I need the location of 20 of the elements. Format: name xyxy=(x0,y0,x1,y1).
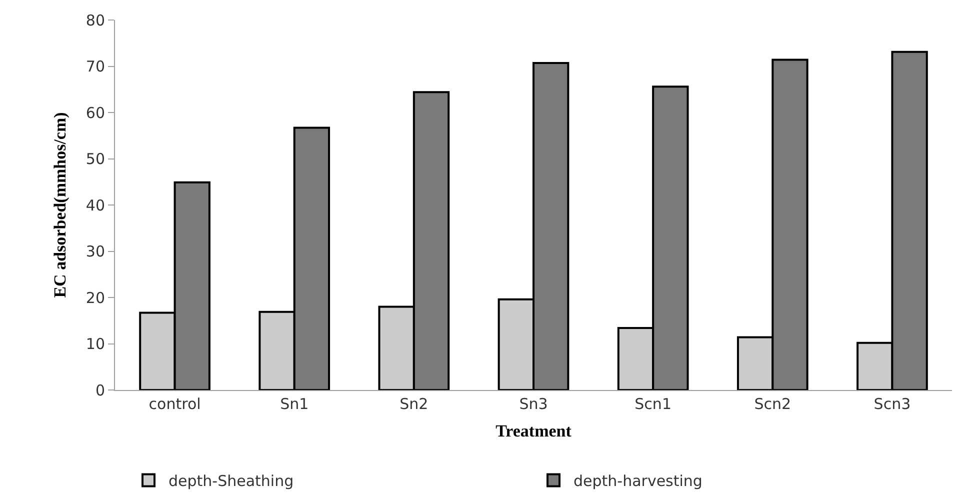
x-tick-label: Sn1 xyxy=(280,395,309,413)
x-tick-label: Scn3 xyxy=(874,395,911,413)
x-tick-label: Sn2 xyxy=(400,395,428,413)
x-axis-title: Treatment xyxy=(496,421,572,440)
x-tick-label: Sn3 xyxy=(519,395,548,413)
y-tick-label: 30 xyxy=(86,242,105,260)
y-tick-label: 20 xyxy=(86,288,105,307)
y-tick-label: 10 xyxy=(86,335,105,353)
y-tick-label: 40 xyxy=(86,196,105,214)
y-tick-label: 50 xyxy=(86,150,105,168)
y-axis-title: EC adsorbed(mmhos/cm) xyxy=(50,112,70,298)
y-tick-label: 70 xyxy=(86,58,105,76)
x-tick-label: control xyxy=(148,395,201,413)
legend-label: depth-Sheathing xyxy=(168,472,294,490)
y-tick-label: 0 xyxy=(95,381,105,400)
y-tick-label: 60 xyxy=(86,104,105,122)
y-tick-label: 80 xyxy=(86,11,105,30)
x-tick-label: Scn2 xyxy=(754,395,792,413)
x-tick-label: Scn1 xyxy=(634,395,672,413)
legend-label: depth-harvesting xyxy=(574,472,702,490)
